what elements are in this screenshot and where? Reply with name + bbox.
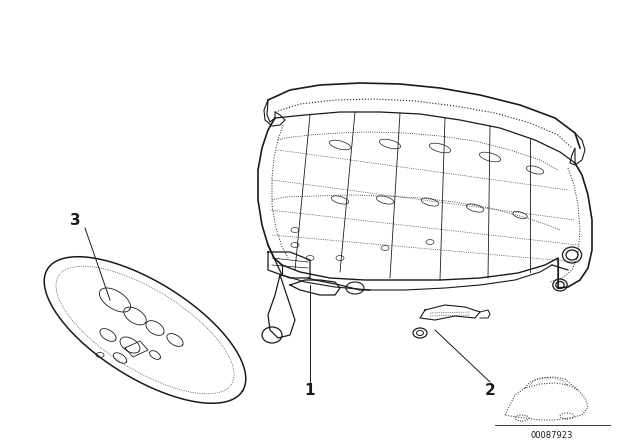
Text: 2: 2 (484, 383, 495, 397)
Text: 3: 3 (70, 212, 80, 228)
Text: 00087923: 00087923 (531, 431, 573, 439)
Text: 1: 1 (305, 383, 316, 397)
